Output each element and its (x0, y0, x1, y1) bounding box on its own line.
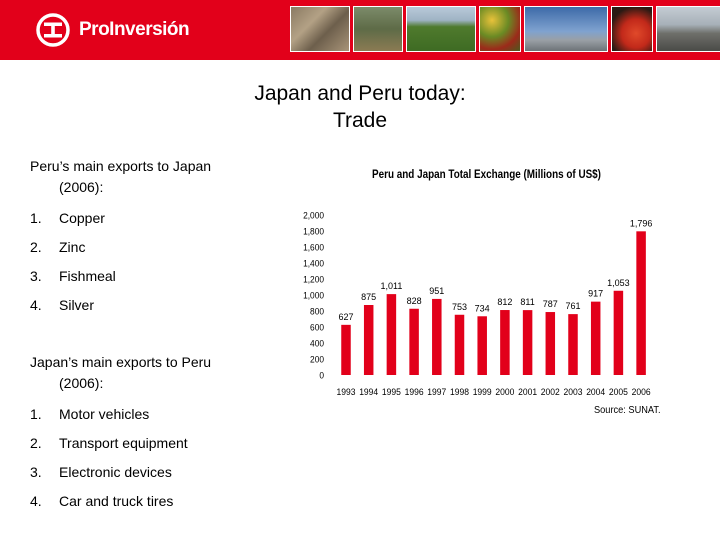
farmland-photo (406, 6, 476, 52)
x-tick-label: 1997 (427, 387, 446, 398)
data-label: 875 (361, 292, 376, 302)
y-tick-label: 1,400 (303, 258, 324, 269)
x-tick-label: 1995 (382, 387, 401, 398)
y-tick-label: 400 (310, 338, 324, 349)
airport-photo (524, 6, 608, 52)
japan-exports-list: 1. Motor vehicles 2. Transport equipment 3… (30, 399, 300, 515)
y-tick-label: 800 (310, 306, 324, 317)
x-tick-label: 2001 (518, 387, 537, 398)
slide-title: Japan and Peru today: Trade (254, 82, 466, 132)
trade-bar-chart: 0 200 400 600 800 1,000 1,200 1,400 1,600 1,800 2,… (303, 210, 653, 398)
landscape-photo (353, 6, 403, 52)
list-item: 1. Copper (30, 209, 105, 226)
y-tick-label: 2,000 (303, 210, 324, 221)
proinversion-logo-icon (36, 13, 70, 47)
bar (568, 314, 578, 375)
x-tick-label: 1998 (450, 387, 469, 398)
x-tick-label: 2005 (609, 387, 628, 398)
list-item: 2. Zinc (30, 238, 86, 255)
highway-photo (656, 6, 720, 52)
bar (454, 314, 465, 375)
y-tick-label: 1,200 (303, 274, 324, 285)
bar (363, 305, 374, 375)
y-tick-label: 1,000 (303, 290, 324, 301)
x-tick-label: 2002 (541, 387, 560, 398)
x-tick-label: 2000 (495, 387, 514, 398)
peru-exports-list: 1. Copper 2. Zinc 3. Fishmeal 4. Silver (30, 203, 300, 319)
peru-exports-heading: Peru’s main exports to Japan (2006): (30, 158, 212, 195)
produce-photo (479, 6, 521, 52)
data-label: 787 (543, 299, 558, 309)
data-label: 1,011 (380, 281, 402, 291)
data-label: 627 (338, 312, 353, 322)
chart-source: Source: SUNAT. (594, 404, 661, 416)
y-tick-label: 1,600 (303, 242, 324, 253)
bar (341, 324, 351, 375)
data-label: 1,796 (630, 218, 653, 228)
bar (590, 301, 601, 375)
data-label: 1,053 (607, 278, 630, 288)
x-tick-label: 1993 (337, 387, 356, 398)
data-label: 828 (407, 296, 422, 306)
y-tick-label: 600 (310, 322, 324, 333)
bar (545, 312, 556, 375)
list-item: 4. Silver (30, 296, 95, 313)
list-item: 3. Electronic devices (30, 463, 172, 480)
data-label: 753 (452, 302, 467, 312)
x-tick-label: 2006 (632, 387, 651, 398)
x-tick-label: 1996 (405, 387, 424, 398)
bar (432, 298, 442, 375)
header-bar: ProInversión (0, 0, 720, 60)
data-label: 812 (497, 297, 512, 307)
bar (636, 231, 646, 375)
data-label: 811 (520, 297, 534, 307)
header-photo-strip (290, 6, 720, 52)
bar (522, 310, 533, 375)
x-tick-label: 1994 (359, 387, 378, 398)
brand-logo[interactable]: ProInversión (36, 13, 190, 47)
chart-title: Peru and Japan Total Exchange (Millions … (372, 169, 601, 181)
data-label: 917 (588, 289, 603, 299)
bar (477, 316, 487, 375)
food-photo (611, 6, 653, 52)
bar (386, 294, 397, 375)
data-label: 951 (429, 286, 444, 296)
x-tick-label: 2004 (586, 387, 605, 398)
y-tick-label: 200 (310, 354, 324, 365)
bar (409, 308, 419, 375)
list-item: 3. Fishmeal (30, 267, 116, 284)
list-item: 2. Transport equipment (30, 434, 188, 451)
data-label: 734 (475, 303, 490, 313)
x-tick-label: 1999 (473, 387, 492, 398)
y-tick-label: 0 (319, 370, 324, 381)
brand-name: ProInversión (79, 19, 190, 40)
exports-lists: Peru’s main exports to Japan (2006): 1. C… (30, 156, 300, 515)
list-item: 4. Car and truck tires (30, 492, 174, 509)
data-label: 761 (565, 301, 580, 311)
japan-exports-heading: Japan’s main exports to Peru (2006): (30, 354, 212, 391)
bar (613, 290, 624, 375)
x-tick-label: 2003 (564, 387, 583, 398)
list-item: 1. Motor vehicles (30, 405, 150, 422)
bar (500, 310, 510, 375)
stone-wall-photo (290, 6, 350, 52)
y-tick-label: 1,800 (303, 226, 324, 237)
